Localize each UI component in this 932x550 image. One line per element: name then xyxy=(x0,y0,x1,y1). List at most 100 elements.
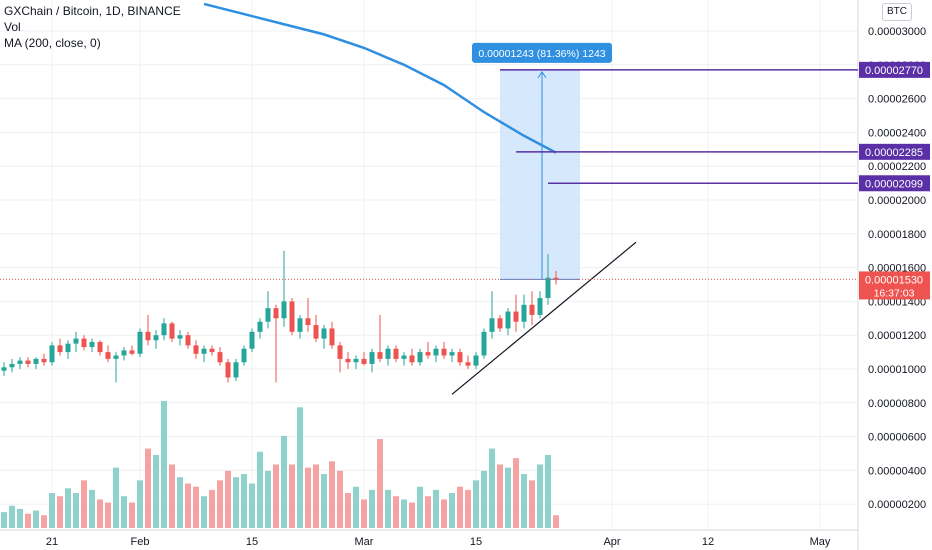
price-level-tag-bg xyxy=(859,143,930,160)
y-tick-label: 0.00002000 xyxy=(868,195,926,207)
volume-bar xyxy=(433,489,439,528)
x-tick-label: 15 xyxy=(470,536,482,548)
volume-bar xyxy=(121,496,127,528)
volume-bar xyxy=(305,467,311,528)
volume-bar xyxy=(1,512,7,528)
candle-body xyxy=(329,328,335,346)
candle-body xyxy=(449,352,455,356)
volume-bar xyxy=(41,515,47,528)
volume-bar xyxy=(193,486,199,528)
volume-bar xyxy=(377,439,383,528)
candle-body xyxy=(113,355,119,359)
candle-body xyxy=(393,348,399,359)
volume-bar xyxy=(465,489,471,528)
price-range-arrowhead xyxy=(537,70,547,79)
price-level-tag-bg xyxy=(859,61,930,78)
price-range-label-bg xyxy=(472,42,612,63)
y-tick-label: 0.00002600 xyxy=(868,94,926,106)
ma-indicator-label[interactable]: MA (200, close, 0) xyxy=(4,36,101,50)
candle-body xyxy=(161,323,167,336)
volume-bar xyxy=(441,499,447,528)
volume-bar xyxy=(417,486,423,528)
volume-bar xyxy=(345,493,351,528)
candle-body xyxy=(153,335,159,341)
currency-button[interactable]: BTC xyxy=(882,3,912,21)
candle-body xyxy=(305,318,311,326)
candle-body xyxy=(65,343,71,353)
volume-bar xyxy=(481,470,487,528)
price-level-tag: 0.00002099 xyxy=(865,178,923,190)
volume-bar xyxy=(385,489,391,528)
candle-body xyxy=(345,358,351,363)
volume-bar xyxy=(425,496,431,528)
volume-bar xyxy=(353,486,359,528)
volume-bar xyxy=(505,467,511,528)
price-level-tag: 0.00002285 xyxy=(865,147,923,159)
candle-body xyxy=(553,277,559,280)
candle-body xyxy=(1,367,7,371)
candle-body xyxy=(489,318,495,332)
volume-bar xyxy=(65,488,71,528)
y-tick-label: 0.00000600 xyxy=(868,432,926,444)
volume-bar xyxy=(33,510,39,528)
candle-body xyxy=(425,352,431,356)
candle-body xyxy=(177,335,183,339)
candle-body xyxy=(81,338,87,348)
candle-body xyxy=(257,321,263,332)
volume-bar xyxy=(529,480,535,528)
volume-bar xyxy=(49,493,55,528)
y-tick-label: 0.00000200 xyxy=(868,499,926,511)
candle-body xyxy=(169,323,175,339)
volume-bar xyxy=(233,477,239,528)
candle-body xyxy=(137,331,143,354)
candle-body xyxy=(233,362,239,378)
candle-body xyxy=(89,341,95,348)
candle-body xyxy=(209,348,215,353)
candle-body xyxy=(105,352,111,359)
volume-bar xyxy=(73,493,79,528)
candle-body xyxy=(409,355,415,363)
volume-bar xyxy=(257,451,263,528)
candle-body xyxy=(353,358,359,363)
volume-indicator-label[interactable]: Vol xyxy=(4,20,21,34)
volume-bar xyxy=(89,489,95,528)
candle-body xyxy=(217,352,223,363)
volume-bar xyxy=(337,470,343,528)
candle-body xyxy=(529,304,535,315)
y-tick-label: 0.00002400 xyxy=(868,127,926,139)
volume-bar xyxy=(17,508,23,528)
price-level-tag: 0.00002770 xyxy=(865,65,923,77)
candle-body xyxy=(265,308,271,322)
candle-body xyxy=(545,277,551,299)
volume-bar xyxy=(393,496,399,528)
volume-bar xyxy=(97,499,103,528)
volume-bar xyxy=(457,486,463,528)
volume-bar xyxy=(281,435,287,528)
symbol-title[interactable]: GXChain / Bitcoin, 1D, BINANCE xyxy=(4,4,181,18)
candle-body xyxy=(481,331,487,356)
candle-body xyxy=(385,348,391,359)
volume-bar xyxy=(129,502,135,528)
candle-body xyxy=(537,298,543,315)
candle-body xyxy=(401,355,407,359)
candle-body xyxy=(49,345,55,363)
price-range-box xyxy=(500,69,580,280)
candle-body xyxy=(97,341,103,353)
candle-body xyxy=(121,350,127,356)
candle-body xyxy=(321,328,327,339)
candle-body xyxy=(473,355,479,366)
trend-line xyxy=(451,241,637,395)
volume-bar xyxy=(137,480,143,528)
volume-bar xyxy=(361,499,367,528)
volume-bar xyxy=(545,454,551,528)
y-tick-label: 0.00001000 xyxy=(868,364,926,376)
volume-bar xyxy=(9,505,15,528)
volume-bar xyxy=(209,489,215,528)
price-level-tag-bg xyxy=(859,175,930,192)
candle-body xyxy=(201,348,207,354)
candle-body xyxy=(337,345,343,359)
volume-bar xyxy=(537,464,543,528)
volume-bar xyxy=(273,464,279,528)
x-tick-label: Apr xyxy=(603,536,620,548)
